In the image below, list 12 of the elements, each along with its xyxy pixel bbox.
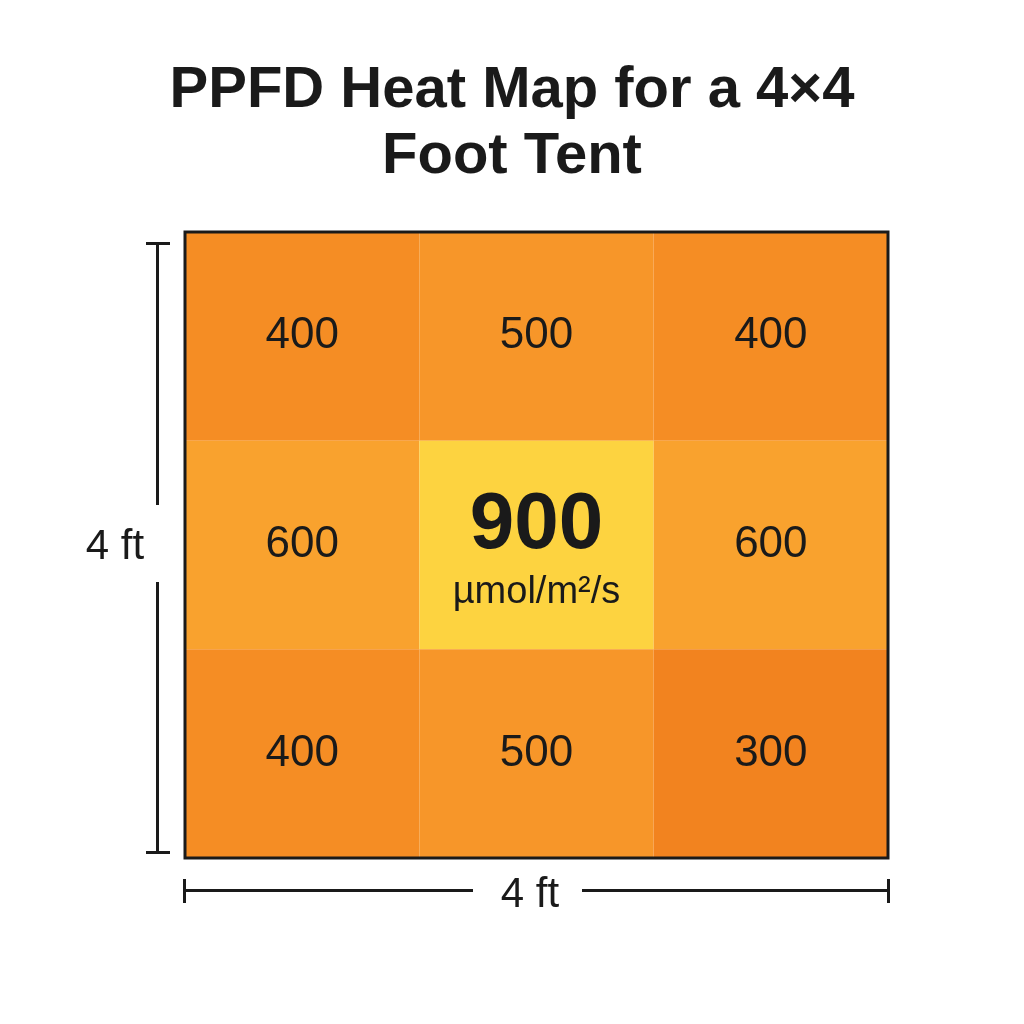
data-label: 500: [499, 725, 574, 775]
data-label: 400: [265, 725, 339, 775]
data-label: 900 µmol/m²/s: [452, 476, 621, 611]
y-axis-title: 4 ft: [84, 520, 146, 570]
data-label: 400: [734, 308, 808, 358]
x-axis-title: 4 ft: [499, 868, 561, 918]
chart-title: PPFD Heat Map for a 4×4 Foot Tent: [168, 54, 856, 186]
data-label: 500: [499, 308, 574, 358]
data-label: 600: [734, 517, 808, 567]
data-label: 400: [265, 308, 339, 358]
data-label: 300: [734, 725, 808, 775]
data-label: 600: [265, 517, 339, 567]
